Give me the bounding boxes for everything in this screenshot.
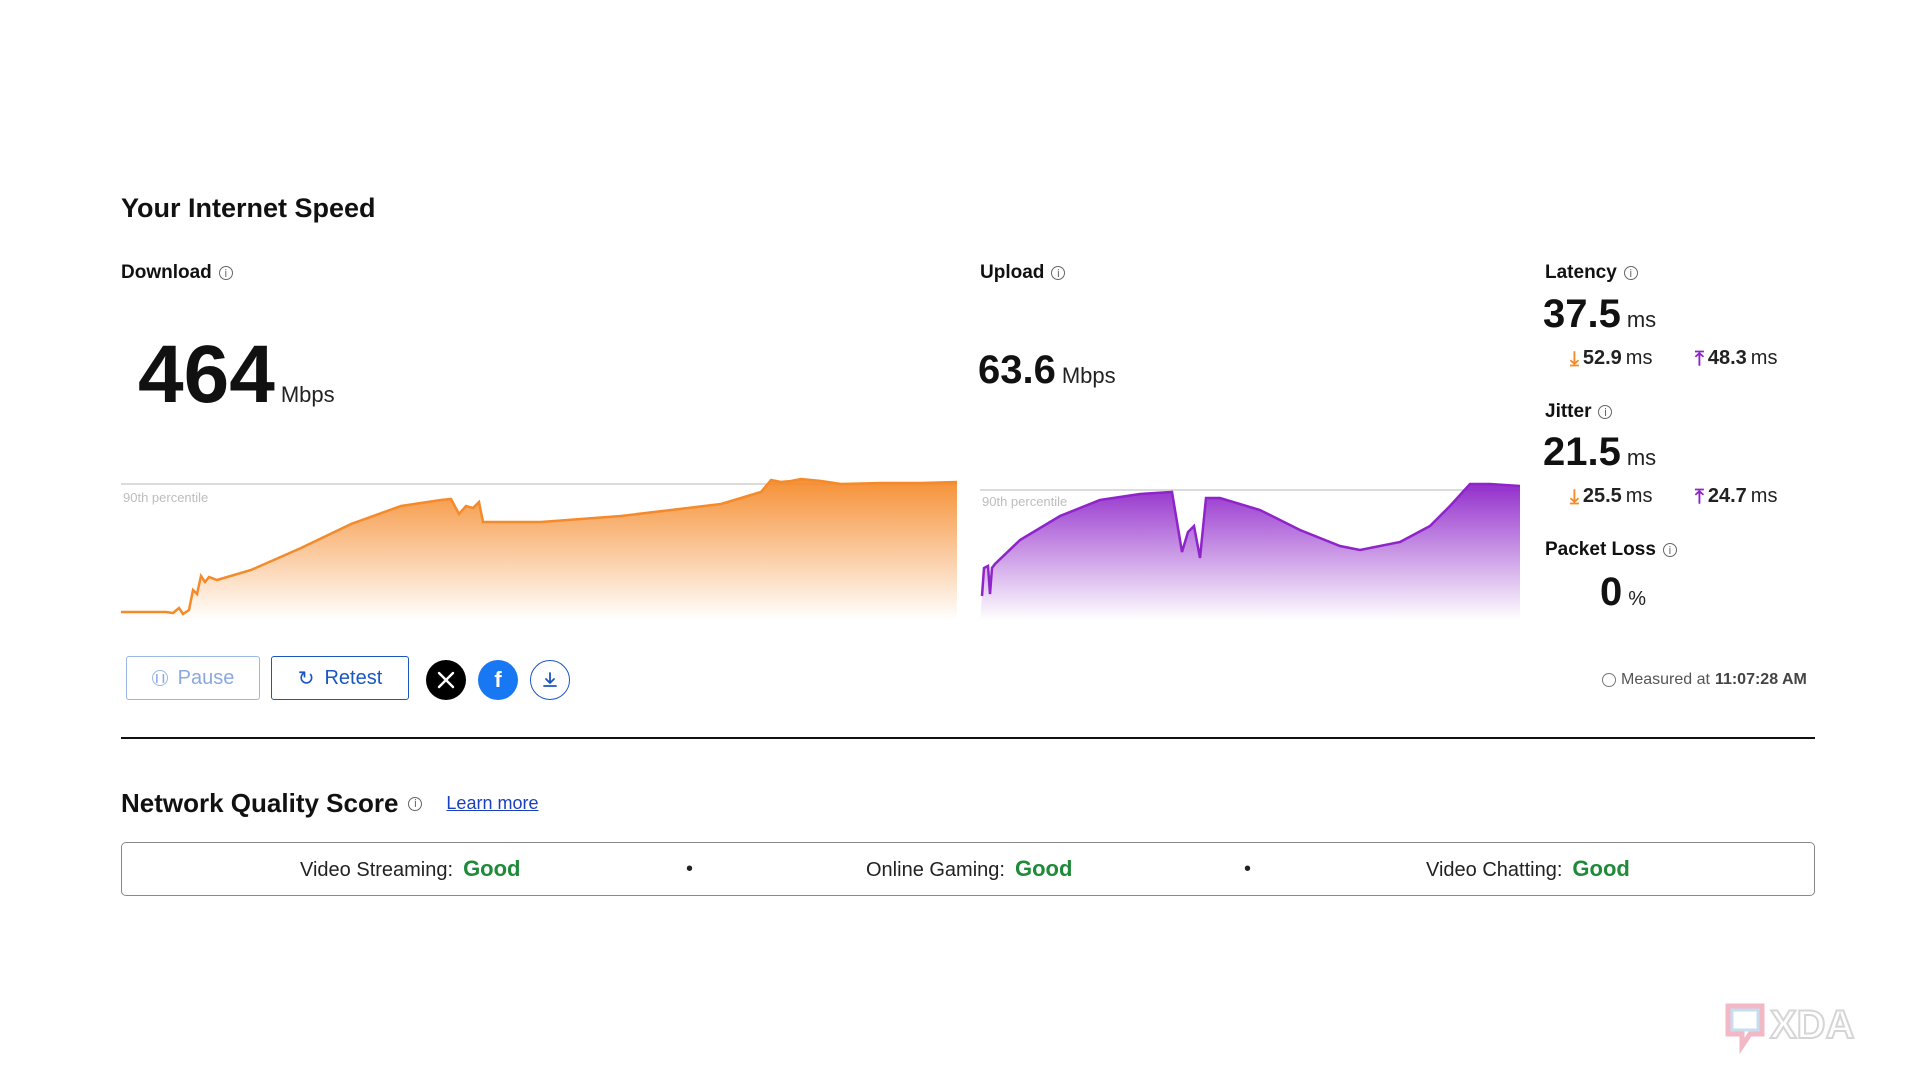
measured-time: 11:07:28 AM [1714, 671, 1807, 688]
download-unit: Mbps [280, 382, 335, 407]
jitter-label: Jitter [1545, 401, 1592, 422]
download-line [121, 477, 957, 616]
latency-value: 37.5 [1543, 292, 1621, 336]
learn-more-link[interactable]: Learn more [446, 793, 539, 813]
video-chatting-rating: Good [1572, 856, 1630, 881]
online-gaming-rating: Good [1014, 856, 1073, 881]
packet-loss-label-group: Packet Loss i [1545, 539, 1677, 561]
upload-value: 63.6 [978, 348, 1056, 392]
download-icon[interactable] [530, 660, 570, 700]
download-label: Download [121, 262, 212, 283]
download-value: 464 [138, 329, 275, 420]
packet-loss-value: 0 [1600, 570, 1623, 614]
page-title: Your Internet Speed [121, 193, 376, 223]
refresh-icon: ↻ [297, 666, 315, 690]
latency-label-group: Latency i [1545, 262, 1638, 284]
info-icon[interactable]: i [1662, 543, 1677, 557]
percentile-label: 90th percentile [982, 494, 1067, 509]
network-quality-title: Network Quality Score [121, 788, 399, 818]
arrow-down-icon: ⤓ [1570, 484, 1579, 508]
jitter-upload: ⤒ 24.7 ms [1695, 484, 1777, 508]
video-streaming-label: Video Streaming: [300, 859, 454, 881]
retest-label: Retest [324, 666, 383, 689]
upload-line [980, 482, 1520, 597]
clock-icon [1602, 673, 1616, 687]
arrow-down-icon: ⤓ [1570, 346, 1579, 370]
online-gaming-label: Online Gaming: [866, 859, 1005, 881]
latency-upload: ⤒ 48.3 ms [1695, 346, 1777, 370]
latency-value-group: 37.5 ms [1543, 292, 1656, 337]
arrow-up-icon: ⤒ [1695, 346, 1704, 370]
latency-download: ⤓ 52.9 ms [1570, 346, 1652, 370]
online-gaming-score: Online Gaming: Good [866, 856, 1072, 882]
svg-text:XDA: XDA [1770, 1003, 1854, 1047]
measured-prefix: Measured at [1621, 671, 1710, 688]
pause-icon: ❙❙ [151, 670, 168, 686]
download-label-group: Download i [121, 262, 233, 284]
packet-loss-value-group: 0 % [1600, 570, 1646, 615]
info-icon[interactable]: i [218, 266, 233, 280]
jitter-up-unit: ms [1750, 484, 1778, 507]
download-chart: 90th percentile [121, 477, 957, 620]
pause-button[interactable]: ❙❙ Pause [126, 656, 260, 700]
xda-logo: XDA [1725, 1002, 1855, 1054]
upload-label: Upload [980, 262, 1045, 283]
jitter-unit: ms [1626, 445, 1657, 470]
video-chatting-score: Video Chatting: Good [1426, 856, 1630, 882]
latency-unit: ms [1626, 307, 1657, 332]
percentile-label: 90th percentile [123, 490, 208, 505]
latency-up-unit: ms [1750, 346, 1778, 369]
upload-unit: Mbps [1061, 363, 1116, 388]
latency-label: Latency [1545, 262, 1617, 283]
jitter-label-group: Jitter i [1545, 401, 1613, 423]
info-icon[interactable]: i [1623, 266, 1638, 280]
jitter-up-value: 24.7 [1707, 484, 1747, 507]
network-quality-header: Network Quality Score i Learn more [121, 788, 538, 819]
video-streaming-score: Video Streaming: Good [300, 856, 521, 882]
facebook-icon[interactable]: f [478, 660, 518, 700]
download-value-group: 464 Mbps [138, 328, 335, 422]
info-icon[interactable]: i [1598, 405, 1613, 419]
upload-value-group: 63.6 Mbps [978, 348, 1116, 393]
upload-label-group: Upload i [980, 262, 1066, 284]
packet-loss-unit: % [1628, 588, 1647, 610]
upload-chart: 90th percentile [980, 482, 1520, 620]
retest-button[interactable]: ↻ Retest [271, 656, 409, 700]
network-quality-box: Video Streaming: Good • Online Gaming: G… [121, 842, 1815, 896]
section-divider [121, 737, 1815, 739]
latency-up-value: 48.3 [1707, 346, 1747, 369]
measured-at: Measured at 11:07:28 AM [1602, 671, 1807, 689]
info-icon[interactable]: i [408, 796, 423, 811]
video-streaming-rating: Good [463, 856, 521, 881]
latency-down-unit: ms [1625, 346, 1653, 369]
x-logo-icon[interactable] [426, 660, 466, 700]
separator-dot: • [1244, 857, 1252, 880]
video-chatting-label: Video Chatting: [1426, 859, 1563, 881]
upload-area [980, 484, 1520, 620]
latency-down-value: 52.9 [1582, 346, 1622, 369]
download-area [121, 479, 957, 620]
jitter-value-group: 21.5 ms [1543, 430, 1656, 475]
pause-label: Pause [177, 666, 235, 689]
jitter-value: 21.5 [1543, 430, 1621, 474]
arrow-up-icon: ⤒ [1695, 484, 1704, 508]
jitter-download: ⤓ 25.5 ms [1570, 484, 1652, 508]
separator-dot: • [686, 857, 694, 880]
jitter-down-unit: ms [1625, 484, 1653, 507]
jitter-down-value: 25.5 [1582, 484, 1622, 507]
packet-loss-label: Packet Loss [1545, 539, 1656, 560]
info-icon[interactable]: i [1051, 266, 1066, 280]
